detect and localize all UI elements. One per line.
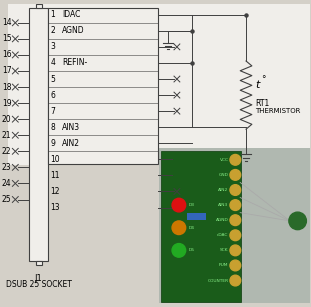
Text: D4: D4 bbox=[188, 226, 195, 230]
Text: RT1: RT1 bbox=[255, 99, 269, 108]
Text: GND: GND bbox=[219, 173, 229, 177]
Text: cDAC: cDAC bbox=[217, 233, 229, 237]
Circle shape bbox=[172, 243, 186, 257]
Text: AIN2: AIN2 bbox=[62, 139, 80, 148]
Text: 8: 8 bbox=[50, 123, 55, 132]
Text: 1: 1 bbox=[50, 10, 55, 19]
Text: PUM: PUM bbox=[219, 263, 229, 267]
Text: D3: D3 bbox=[188, 203, 195, 207]
Circle shape bbox=[230, 215, 241, 226]
Circle shape bbox=[230, 200, 241, 211]
Text: IDAC: IDAC bbox=[62, 10, 81, 19]
Text: AIN2: AIN2 bbox=[218, 188, 229, 192]
Text: 22: 22 bbox=[2, 147, 12, 156]
Text: THERMISTOR: THERMISTOR bbox=[255, 108, 300, 114]
Text: AIN3: AIN3 bbox=[218, 203, 229, 207]
Text: 25: 25 bbox=[2, 195, 12, 204]
Text: 16: 16 bbox=[2, 50, 12, 60]
Text: 15: 15 bbox=[2, 34, 12, 43]
Text: 13: 13 bbox=[50, 203, 60, 212]
Bar bbox=[161, 151, 241, 302]
Circle shape bbox=[230, 230, 241, 241]
Circle shape bbox=[230, 275, 241, 286]
Text: 4: 4 bbox=[50, 58, 55, 68]
Text: AGND: AGND bbox=[216, 218, 229, 222]
Bar bbox=[29, 8, 49, 261]
Circle shape bbox=[230, 185, 241, 195]
Text: 19: 19 bbox=[2, 99, 12, 108]
Text: 20: 20 bbox=[2, 115, 12, 124]
Text: 23: 23 bbox=[2, 163, 12, 172]
Text: 7: 7 bbox=[50, 107, 55, 116]
Circle shape bbox=[230, 260, 241, 271]
Circle shape bbox=[172, 198, 186, 212]
Text: t: t bbox=[255, 80, 259, 90]
Text: AGND: AGND bbox=[62, 26, 85, 35]
Circle shape bbox=[230, 245, 241, 256]
Text: 5: 5 bbox=[50, 75, 55, 84]
Text: 17: 17 bbox=[2, 67, 12, 76]
Text: 11: 11 bbox=[50, 171, 60, 180]
Text: 18: 18 bbox=[2, 83, 12, 91]
Circle shape bbox=[230, 154, 241, 165]
Text: 10: 10 bbox=[50, 155, 60, 164]
Text: D5: D5 bbox=[188, 248, 195, 252]
Circle shape bbox=[289, 212, 306, 230]
Bar bbox=[49, 8, 158, 164]
Text: COUNTER: COUNTER bbox=[207, 278, 229, 282]
Bar bbox=[36, 261, 42, 266]
Text: 21: 21 bbox=[2, 131, 12, 140]
Text: REFIN-: REFIN- bbox=[62, 58, 87, 68]
Text: J1: J1 bbox=[35, 274, 43, 283]
Text: 3: 3 bbox=[50, 42, 55, 51]
Bar bbox=[160, 148, 310, 303]
Text: 2: 2 bbox=[50, 26, 55, 35]
Bar bbox=[7, 4, 310, 165]
Text: °: ° bbox=[261, 76, 265, 85]
Text: 9: 9 bbox=[50, 139, 55, 148]
Text: 6: 6 bbox=[50, 91, 55, 99]
Bar bbox=[187, 213, 206, 220]
Text: AIN3: AIN3 bbox=[62, 123, 80, 132]
Text: 14: 14 bbox=[2, 18, 12, 27]
Text: DSUB 25 SOCKET: DSUB 25 SOCKET bbox=[6, 280, 72, 289]
Text: 24: 24 bbox=[2, 179, 12, 188]
Circle shape bbox=[172, 221, 186, 235]
Text: 12: 12 bbox=[50, 187, 60, 196]
Text: SCK: SCK bbox=[220, 248, 229, 252]
Bar bbox=[36, 4, 42, 8]
Circle shape bbox=[230, 169, 241, 180]
Text: VCC: VCC bbox=[220, 158, 229, 162]
